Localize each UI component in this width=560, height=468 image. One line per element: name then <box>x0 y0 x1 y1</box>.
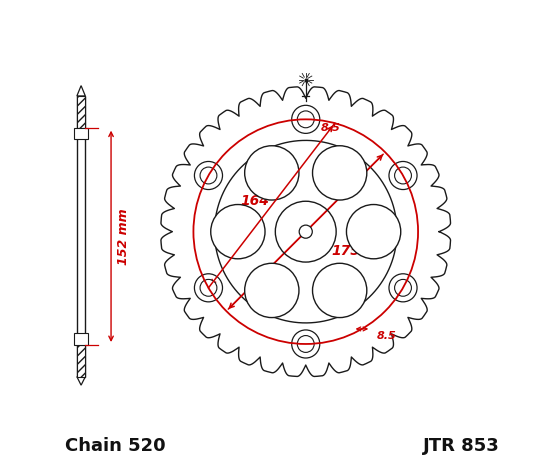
Circle shape <box>297 111 314 128</box>
Circle shape <box>211 205 265 259</box>
Bar <box>77 96 85 128</box>
Text: 8.5: 8.5 <box>377 331 396 341</box>
Circle shape <box>395 167 412 184</box>
Circle shape <box>200 167 217 184</box>
Circle shape <box>297 336 314 352</box>
Bar <box>77 345 85 377</box>
Circle shape <box>245 146 299 200</box>
Text: 175mm: 175mm <box>332 244 389 258</box>
Bar <box>77 96 85 377</box>
Circle shape <box>245 263 299 318</box>
Bar <box>74 333 88 345</box>
Text: 152 mm: 152 mm <box>117 208 130 264</box>
Polygon shape <box>77 377 85 385</box>
Text: JTR 853: JTR 853 <box>423 437 500 455</box>
Bar <box>74 128 88 139</box>
Polygon shape <box>77 86 85 96</box>
Circle shape <box>395 279 412 296</box>
Circle shape <box>312 146 367 200</box>
Circle shape <box>299 225 312 238</box>
Circle shape <box>347 205 401 259</box>
Circle shape <box>312 263 367 318</box>
Text: Chain 520: Chain 520 <box>65 437 165 455</box>
Circle shape <box>200 279 217 296</box>
Text: 8.5: 8.5 <box>321 123 340 133</box>
Text: 164: 164 <box>241 194 270 208</box>
